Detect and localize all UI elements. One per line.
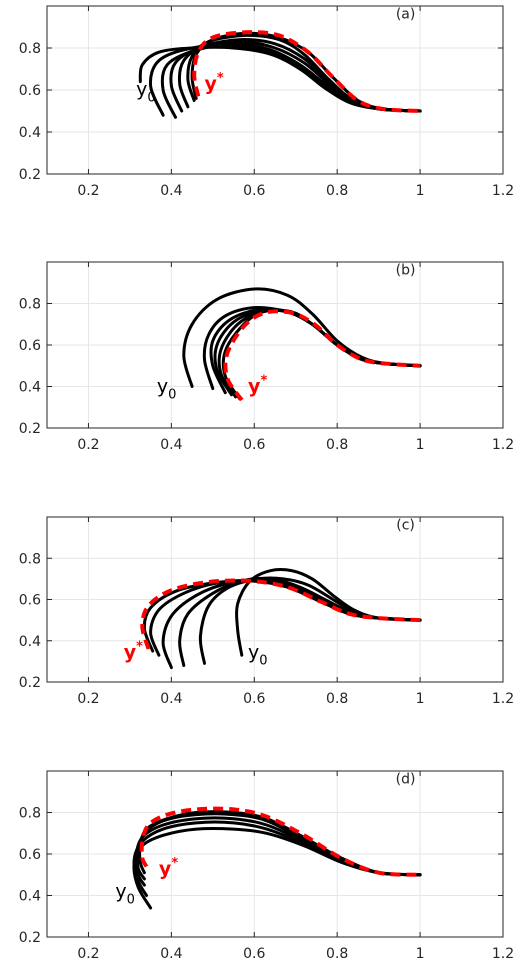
chart-panel-c: 0.2 0.4 0.6 0.8 1 1.20.20.40.60.8(c)y0y*	[19, 516, 514, 707]
label-subscript: 0	[127, 893, 135, 908]
x-tick-label: 0.8	[326, 437, 348, 453]
x-tick-label: 1.2	[492, 946, 514, 962]
y-tick-label: 0.2	[19, 675, 41, 691]
y-tick-label: 0.8	[19, 41, 41, 57]
label-subscript: 0	[168, 388, 176, 403]
y-tick-label: 0.2	[19, 421, 41, 437]
x-tick-label: 0.8	[326, 946, 348, 962]
y-tick-label: 0.4	[19, 125, 41, 141]
series-group	[182, 287, 422, 402]
start-label: y0	[248, 641, 268, 668]
x-tick-label: 1	[416, 691, 425, 707]
x-tick-label: 0.6	[243, 183, 265, 199]
y-tick-label: 0.4	[19, 380, 41, 396]
target-label: y*	[248, 374, 267, 398]
start-label: y0	[136, 78, 156, 105]
x-tick-label: 0.2	[77, 183, 99, 199]
label-subscript: 0	[259, 653, 267, 668]
label-base: y	[157, 376, 168, 398]
y-tick-label: 0.8	[19, 297, 41, 313]
panel-label: (a)	[396, 7, 416, 23]
label-subscript: 0	[147, 90, 155, 105]
x-tick-label: 0.4	[160, 946, 182, 962]
target-trajectory-line	[223, 309, 421, 402]
x-tick-label: 0.4	[160, 437, 182, 453]
x-tick-label: 1	[416, 437, 425, 453]
target-trajectory-line	[140, 578, 421, 650]
x-tick-label: 0.4	[160, 183, 182, 199]
label-base: y	[159, 858, 172, 880]
panel-label: (d)	[396, 771, 416, 787]
label-base: y	[124, 641, 137, 663]
y-tick-label: 0.8	[19, 806, 41, 822]
panel-label: (b)	[396, 262, 416, 278]
y-tick-label: 0.2	[19, 930, 41, 946]
x-tick-label: 1.2	[492, 183, 514, 199]
series-group	[132, 806, 422, 910]
panel-label: (c)	[396, 517, 415, 533]
x-tick-label: 0.2	[77, 946, 99, 962]
label-base: y	[205, 73, 218, 95]
y-tick-label: 0.4	[19, 634, 41, 650]
target-trajectory-line	[192, 30, 421, 113]
x-tick-label: 1	[416, 183, 425, 199]
y-tick-label: 0.6	[19, 593, 41, 609]
x-tick-label: 1.2	[492, 691, 514, 707]
x-tick-label: 0.6	[243, 437, 265, 453]
series-group	[138, 30, 422, 119]
label-superscript: *	[171, 856, 178, 871]
chart-panel-b: 0.2 0.4 0.6 0.8 1 1.20.20.40.60.8(b)y0 y*	[19, 261, 514, 453]
x-tick-label: 0.8	[326, 691, 348, 707]
y-tick-label: 0.6	[19, 83, 41, 99]
label-base: y	[136, 78, 147, 100]
x-tick-label: 1.2	[492, 437, 514, 453]
target-trajectory-line	[139, 806, 421, 877]
y-tick-label: 0.6	[19, 847, 41, 863]
start-label: y0	[157, 376, 177, 403]
x-tick-label: 0.2	[77, 437, 99, 453]
x-tick-label: 0.6	[243, 691, 265, 707]
x-tick-label: 0.8	[326, 183, 348, 199]
y-tick-label: 0.2	[19, 167, 41, 183]
label-superscript: *	[217, 71, 224, 86]
chart-panel-a: 0.2 0.4 0.6 0.8 1 1.20.20.40.60.8(a)y0y*	[19, 5, 514, 199]
x-tick-label: 0.6	[243, 946, 265, 962]
x-tick-label: 1	[416, 946, 425, 962]
label-superscript: *	[260, 374, 267, 389]
target-label: y*	[124, 639, 143, 663]
target-label: y*	[205, 71, 224, 95]
y-tick-label: 0.8	[19, 551, 41, 567]
start-label: y0	[115, 881, 135, 908]
label-base: y	[248, 641, 259, 663]
x-tick-label: 0.4	[160, 691, 182, 707]
chart-panel-d: 0.2 0.4 0.6 0.8 1 1.20.20.40.60.8(d)y0y*	[19, 770, 514, 962]
label-base: y	[248, 376, 261, 398]
y-tick-label: 0.6	[19, 338, 41, 354]
label-superscript: *	[136, 639, 143, 654]
y-tick-label: 0.4	[19, 889, 41, 905]
x-tick-label: 0.2	[77, 691, 99, 707]
label-base: y	[115, 881, 126, 903]
series-group	[140, 567, 422, 670]
target-label: y*	[159, 856, 178, 880]
